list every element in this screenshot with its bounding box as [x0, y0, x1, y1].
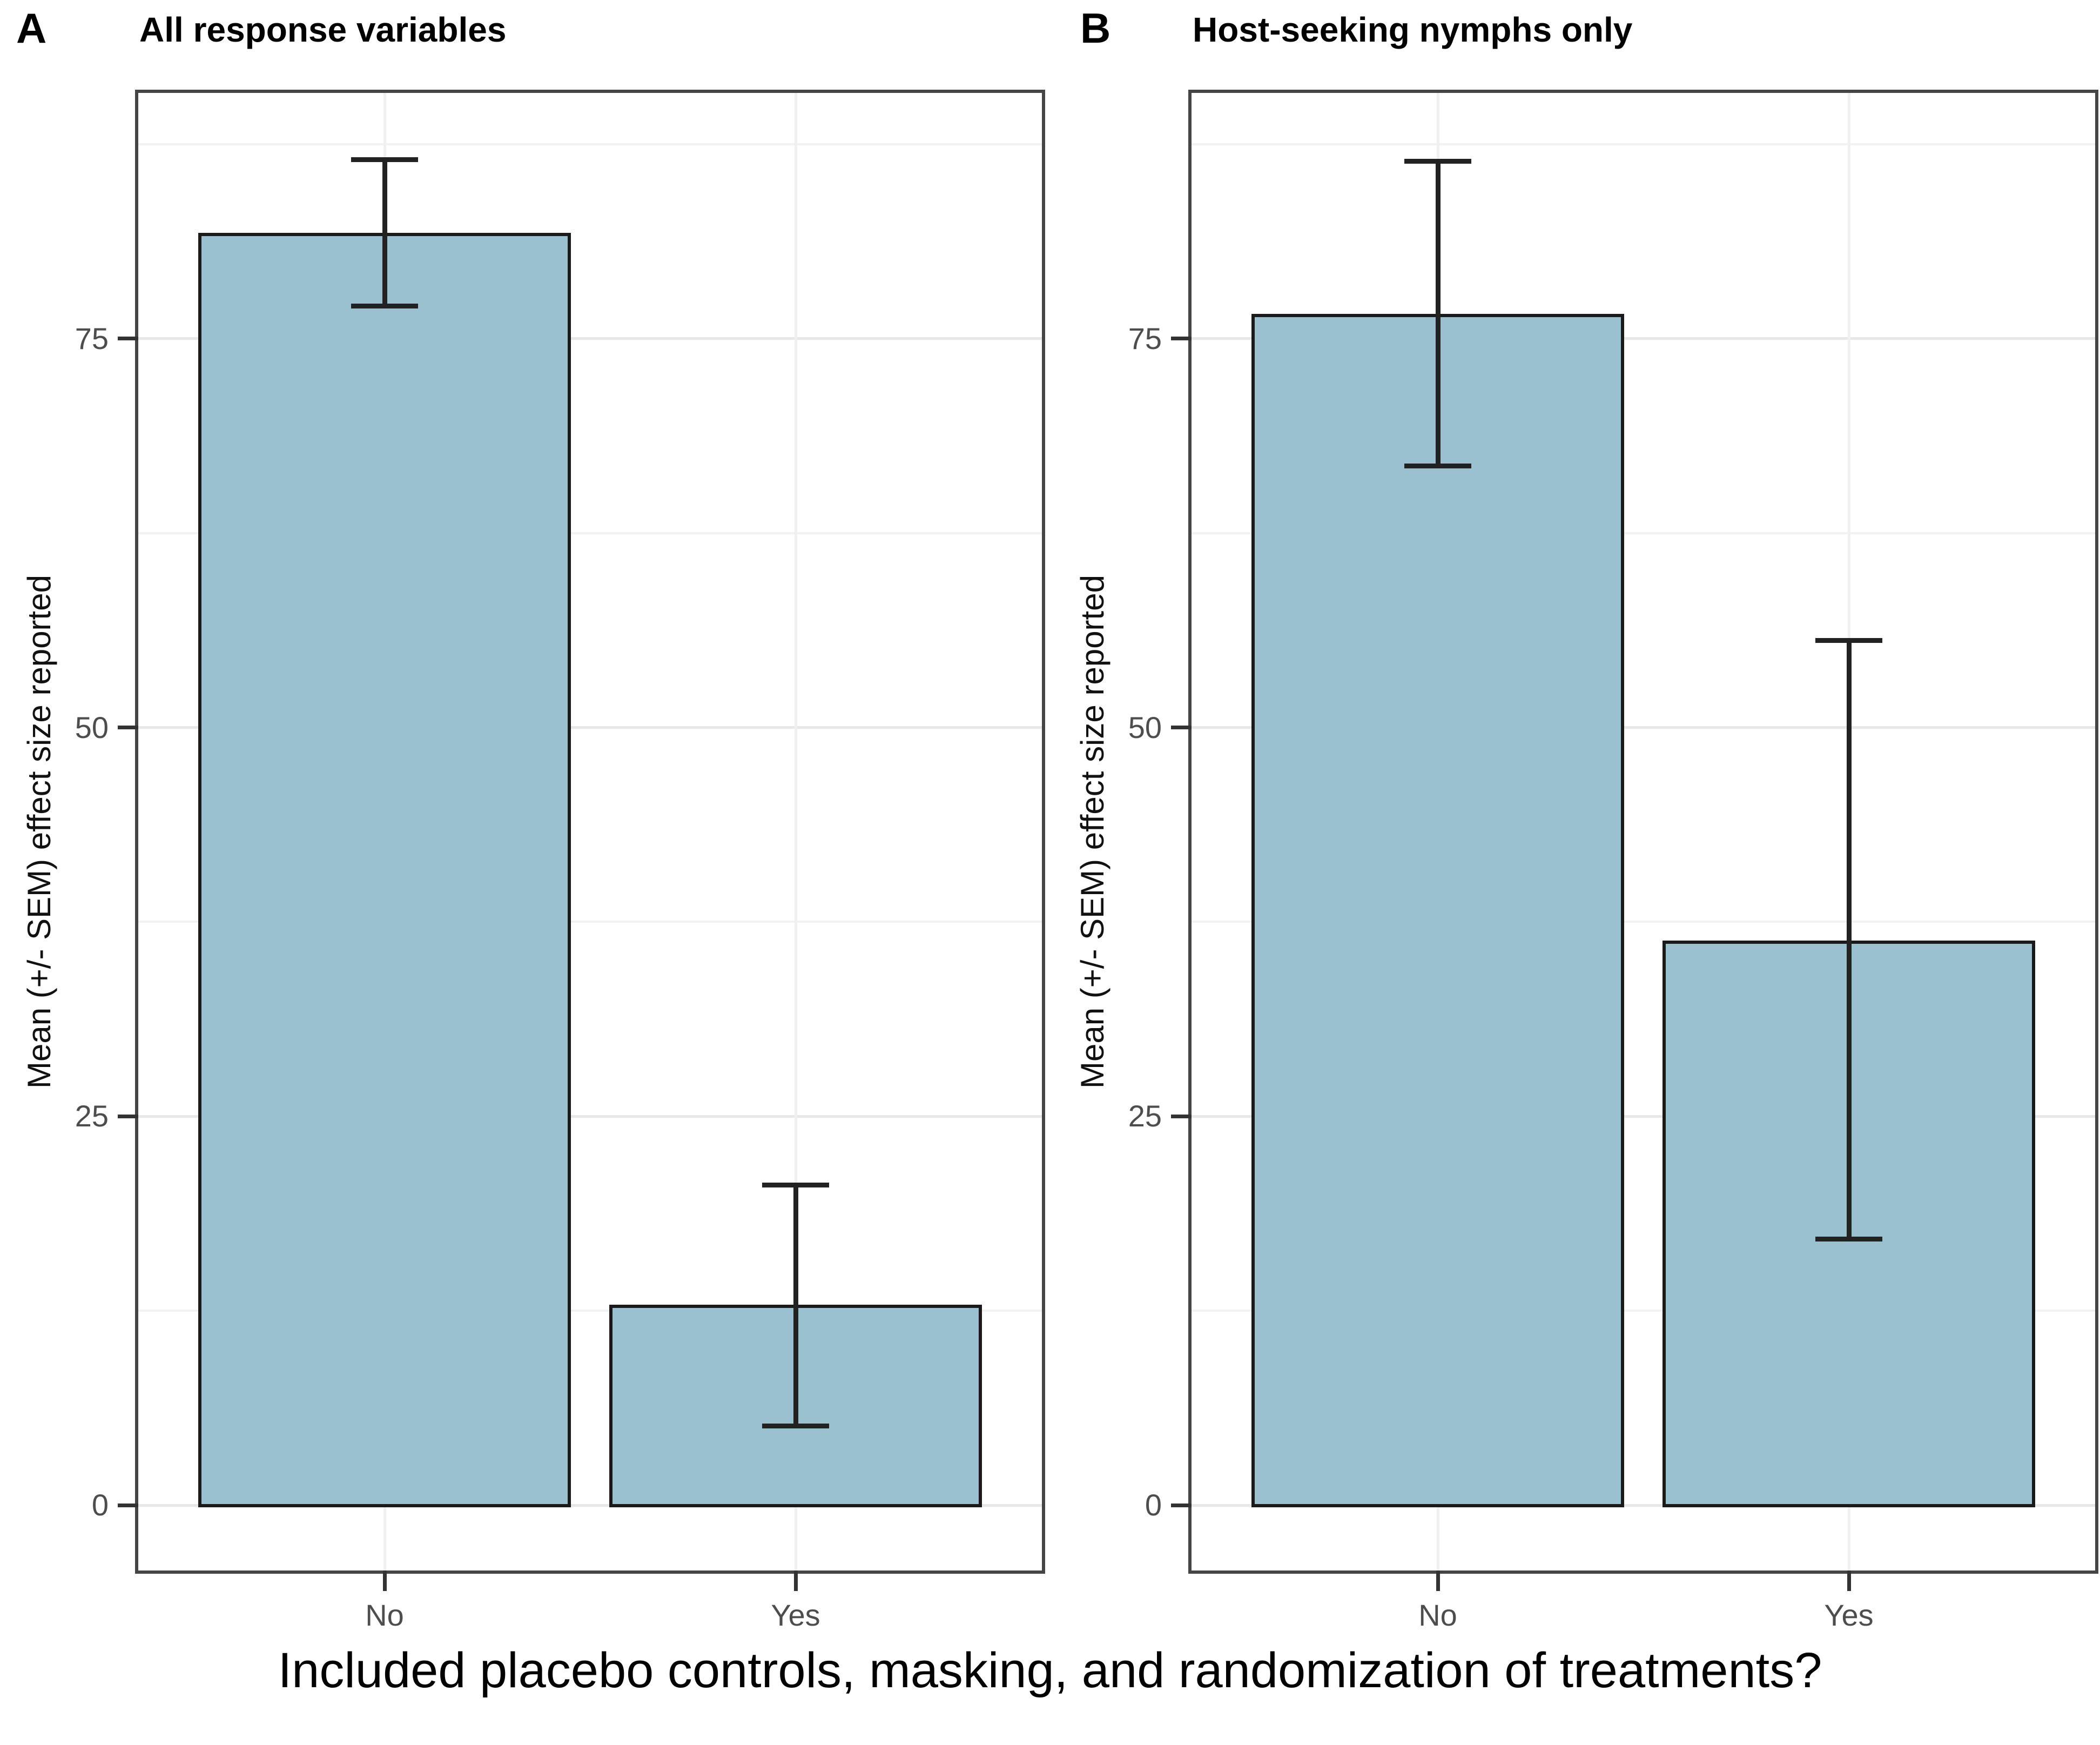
y-axis-tick [1171, 726, 1192, 730]
y-axis-tick [118, 726, 138, 730]
x-tick-label: No [1418, 1598, 1457, 1632]
gridline-minor-y [138, 143, 1042, 145]
gridline-minor-y [1192, 532, 2095, 534]
error-bar-cap-bottom [762, 1423, 829, 1428]
x-axis-tick [793, 1570, 798, 1591]
error-bar [793, 1185, 798, 1426]
panel-a-y-axis-title: Mean (+/- SEM) effect size reported [21, 575, 57, 1089]
y-tick-label: 50 [75, 710, 109, 744]
panel-a-plot-area: 0 25 50 75 No Yes [75, 90, 1045, 1630]
error-bar [1846, 640, 1852, 1239]
y-axis-tick [118, 1503, 138, 1507]
y-tick-label: 25 [75, 1099, 109, 1133]
y-axis-tick [1171, 337, 1192, 341]
y-tick-label: 75 [75, 321, 109, 355]
error-bar-cap-bottom [1404, 464, 1471, 469]
panel-a-letter: A [16, 4, 47, 52]
error-bar-cap-top [1404, 159, 1471, 164]
error-bar [382, 159, 387, 306]
x-tick-label: No [365, 1598, 404, 1632]
bar-no [1251, 313, 1624, 1508]
error-bar-cap-top [762, 1182, 829, 1187]
bar-no [198, 233, 571, 1508]
gridline-major-y [138, 1504, 1042, 1507]
x-axis-caption: Included placebo controls, masking, and … [278, 1643, 1822, 1698]
gridline-minor-y [1192, 921, 2095, 923]
gridline-major-y [138, 1115, 1042, 1118]
error-bar [1435, 161, 1441, 466]
gridline-major-x [794, 93, 797, 1570]
error-bar-cap-bottom [351, 303, 418, 308]
x-axis-tick [382, 1570, 387, 1591]
error-bar-cap-top [351, 157, 418, 163]
gridline-major-y [1192, 1504, 2095, 1507]
error-bar-cap-bottom [1815, 1237, 1882, 1242]
y-tick-label: 25 [1128, 1099, 1162, 1133]
y-axis-tick [1171, 1503, 1192, 1507]
gridline-major-y [138, 337, 1042, 340]
x-tick-label: Yes [771, 1598, 820, 1632]
gridline-major-y [1192, 1115, 2095, 1118]
panel-b-y-axis-title: Mean (+/- SEM) effect size reported [1074, 575, 1110, 1089]
x-axis-tick [1847, 1570, 1851, 1591]
panel-b-title: Host-seeking nymphs only [1193, 10, 1633, 49]
y-axis-tick [118, 337, 138, 341]
gridline-minor-y [138, 1310, 1042, 1312]
y-tick-label: 50 [1128, 710, 1162, 744]
gridline-minor-y [1192, 143, 2095, 145]
y-tick-label: 0 [1145, 1488, 1162, 1522]
y-axis-tick [118, 1114, 138, 1118]
gridline-minor-y [138, 921, 1042, 923]
y-axis-tick [1171, 1114, 1192, 1118]
gridline-major-y [1192, 726, 2095, 729]
panel-b-plot-area: 0 25 50 75 No Yes [1128, 90, 2098, 1630]
y-tick-label: 0 [91, 1488, 109, 1522]
x-axis-tick [1436, 1570, 1440, 1591]
y-tick-label: 75 [1128, 321, 1162, 355]
gridline-minor-y [138, 532, 1042, 534]
panel-b-letter: B [1080, 4, 1111, 52]
x-tick-label: Yes [1824, 1598, 1874, 1632]
panel-a-title: All response variables [139, 10, 507, 49]
gridline-minor-y [1192, 1310, 2095, 1312]
gridline-major-y [1192, 337, 2095, 340]
error-bar-cap-top [1815, 637, 1882, 643]
gridline-major-y [138, 726, 1042, 729]
